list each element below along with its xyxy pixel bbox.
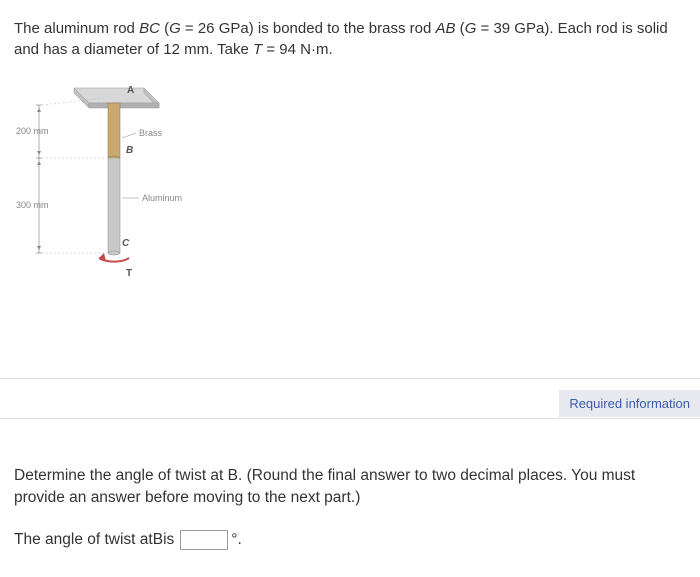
question-section: Determine the angle of twist at B. (Roun… xyxy=(14,465,686,550)
text-segment: ( xyxy=(456,20,465,37)
rod-diagram: 200 mm 300 mm A Brass B Aluminum C T xyxy=(14,78,204,288)
diagram-dim-300: 300 mm xyxy=(16,200,49,210)
var-g2: G xyxy=(465,20,477,37)
section-divider-bottom xyxy=(0,418,700,419)
var-g1: G xyxy=(169,20,181,37)
diagram-label-b: B xyxy=(126,145,133,156)
text-segment: = 26 GPa) is bonded to the brass rod xyxy=(181,20,436,37)
required-information-button[interactable]: Required information xyxy=(559,390,700,417)
diagram-label-c: C xyxy=(122,238,130,249)
text-segment: is xyxy=(163,531,174,549)
text-segment: Determine the angle of twist at xyxy=(14,467,228,484)
diagram-dim-200: 200 mm xyxy=(16,126,49,136)
section-divider-top xyxy=(0,378,700,379)
diagram-label-a: A xyxy=(127,85,134,96)
diagram-label-t: T xyxy=(126,268,132,279)
var-b-q: B xyxy=(228,467,238,484)
var-bc: BC xyxy=(139,20,160,37)
text-segment: = 94 N·m. xyxy=(262,41,332,58)
problem-statement: The aluminum rod BC (G = 26 GPa) is bond… xyxy=(14,18,686,60)
text-segment: The angle of twist at xyxy=(14,531,153,549)
text-segment: The aluminum rod xyxy=(14,20,139,37)
answer-line: The angle of twist at B is °. xyxy=(14,530,686,550)
unit-label: °. xyxy=(231,531,242,549)
text-segment: ( xyxy=(160,20,169,37)
var-ab: AB xyxy=(436,20,456,37)
var-t: T xyxy=(253,41,262,58)
angle-twist-input[interactable] xyxy=(180,530,228,550)
diagram-label-brass: Brass xyxy=(139,128,163,138)
question-text: Determine the angle of twist at B. (Roun… xyxy=(14,465,686,508)
var-b-a: B xyxy=(153,531,163,549)
diagram-label-aluminum: Aluminum xyxy=(142,193,182,203)
